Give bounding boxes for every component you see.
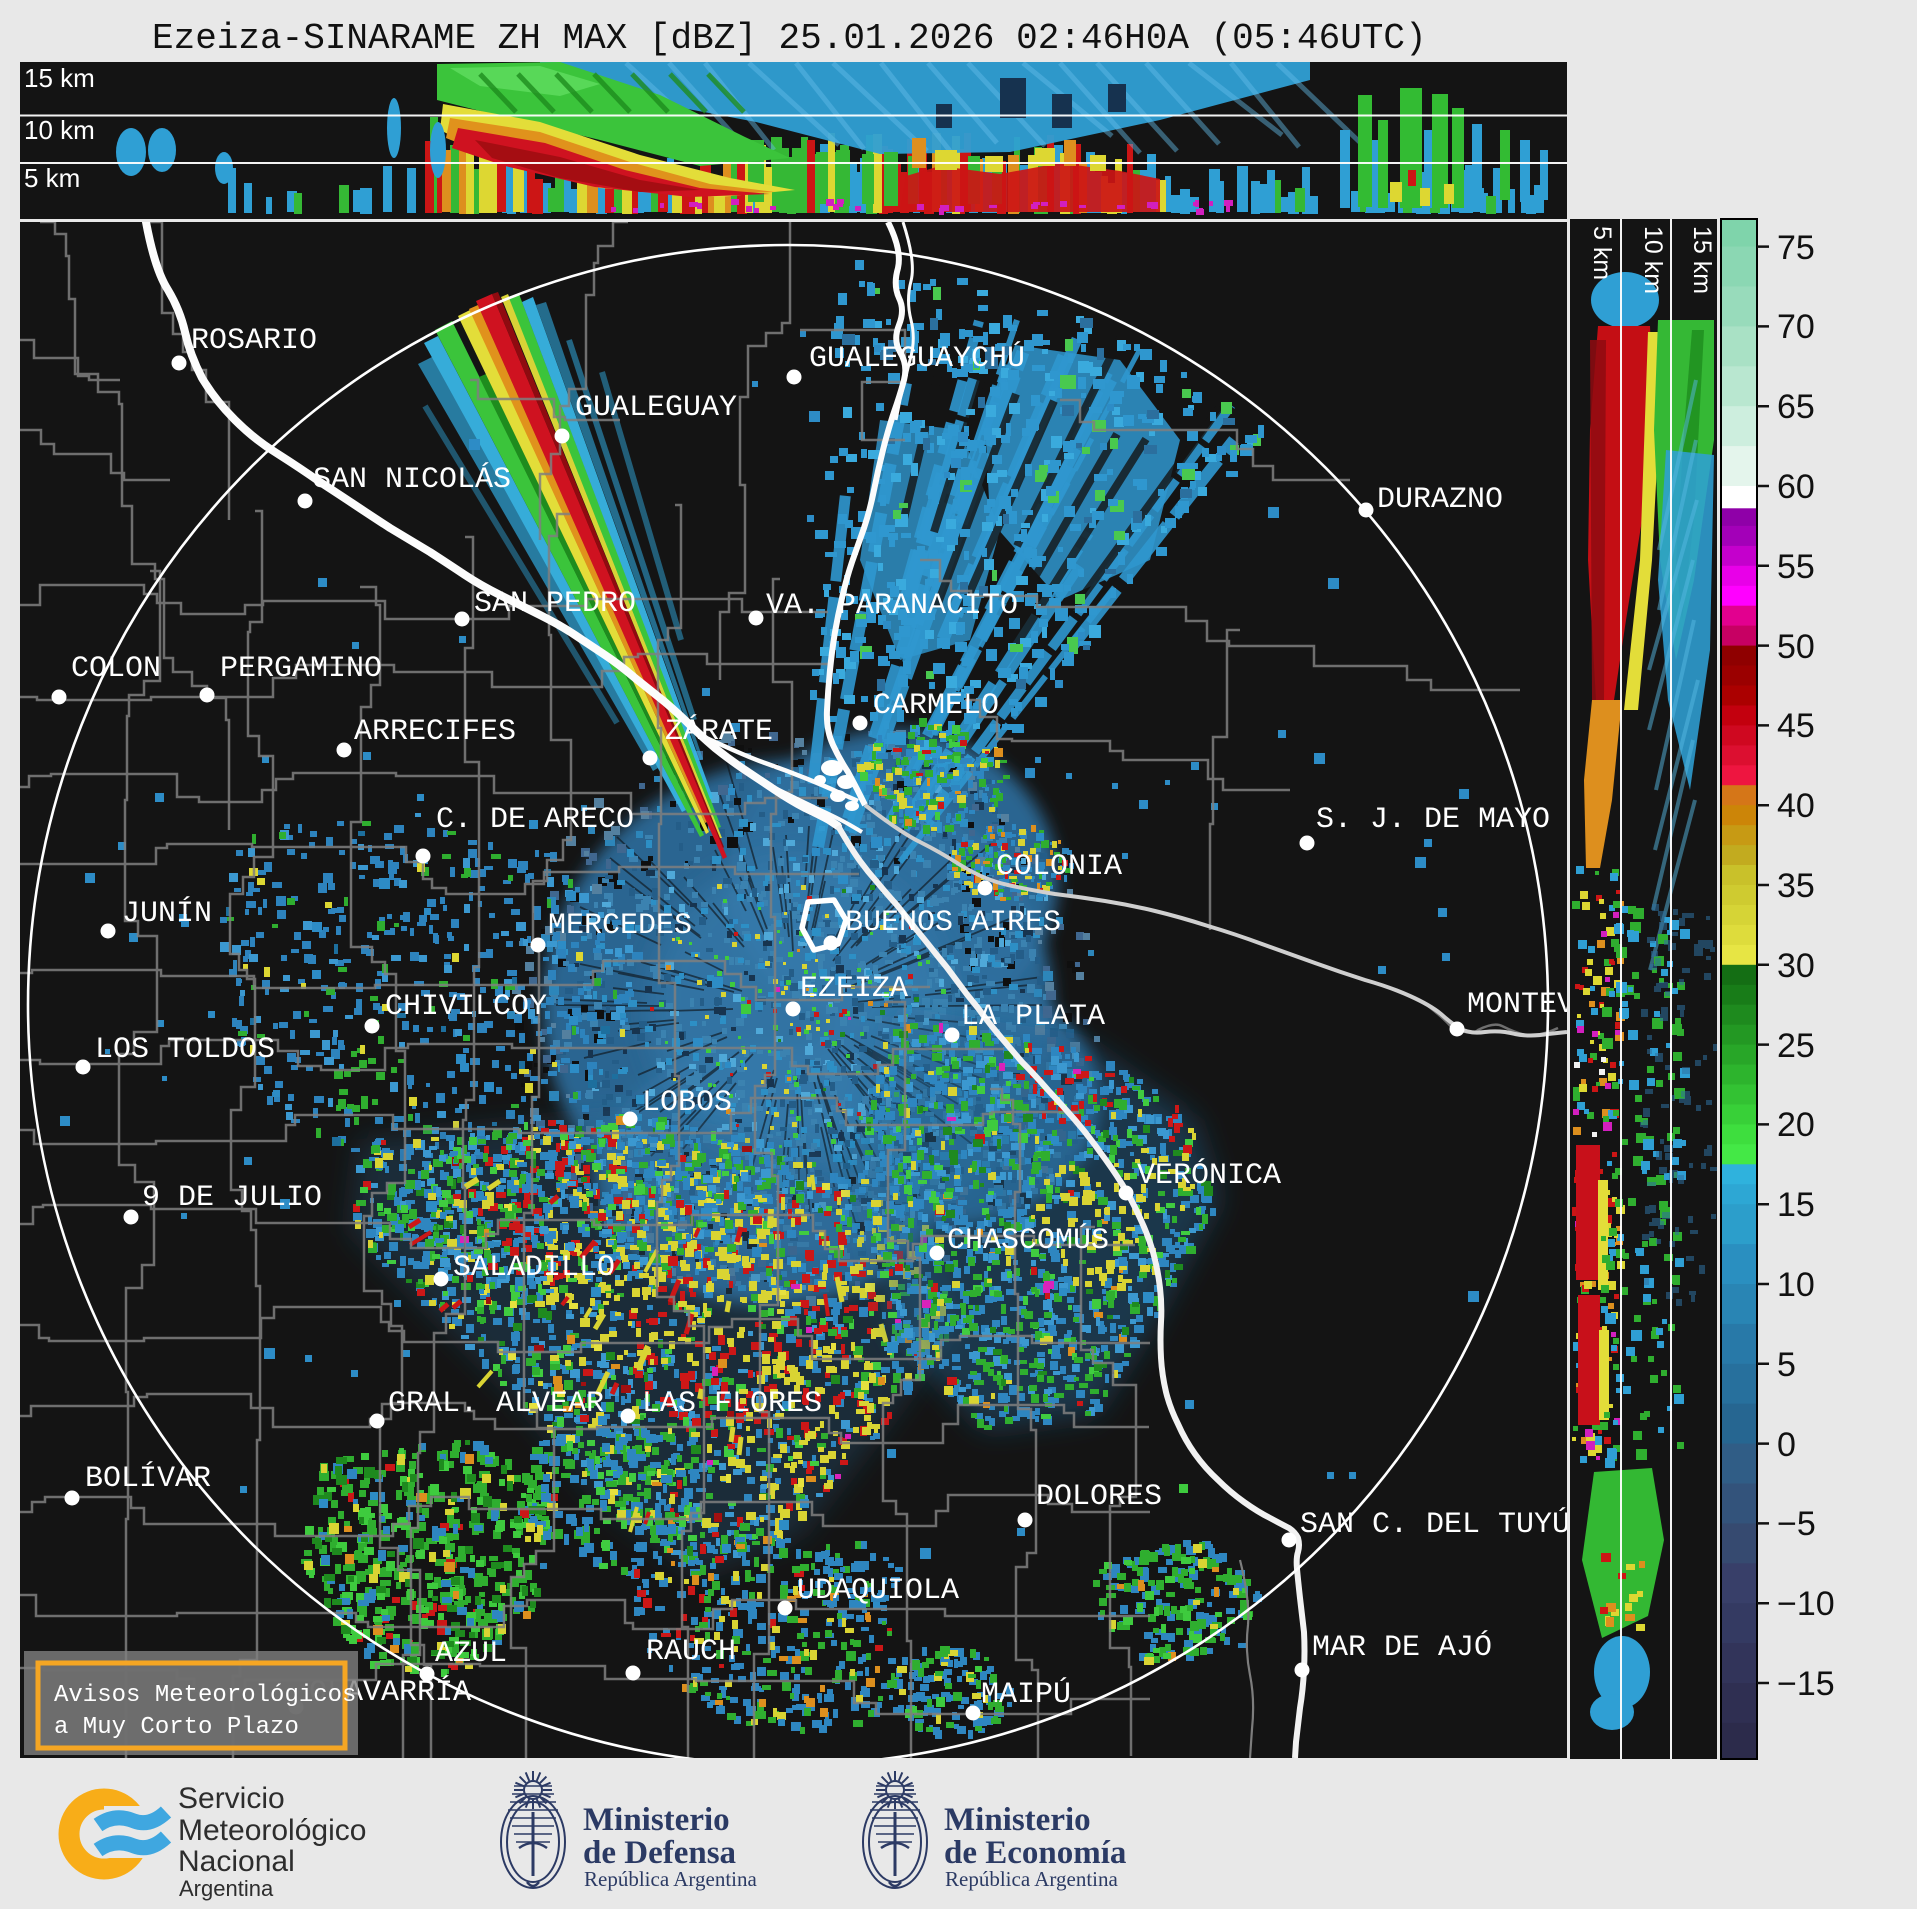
svg-text:JUNÍN: JUNÍN [122, 896, 212, 931]
svg-text:5: 5 [1777, 1346, 1796, 1384]
svg-text:55: 55 [1777, 548, 1815, 586]
svg-text:S. J. DE MAYO: S. J. DE MAYO [1316, 803, 1550, 837]
svg-text:SAN C. DEL TUYÚ: SAN C. DEL TUYÚ [1300, 1507, 1570, 1542]
svg-text:EZEIZA: EZEIZA [800, 972, 908, 1006]
svg-text:75: 75 [1777, 229, 1815, 267]
svg-text:5 km: 5 km [24, 163, 80, 193]
svg-text:5 km: 5 km [1588, 226, 1616, 280]
svg-text:ARRECIFES: ARRECIFES [354, 715, 516, 749]
svg-text:9 DE JULIO: 9 DE JULIO [142, 1181, 322, 1215]
svg-text:LOS TOLDOS: LOS TOLDOS [95, 1033, 275, 1067]
svg-text:BOLÍVAR: BOLÍVAR [85, 1461, 211, 1496]
svg-text:LOBOS: LOBOS [642, 1086, 732, 1120]
svg-text:LA PLATA: LA PLATA [961, 1000, 1105, 1034]
svg-text:a Muy Corto Plazo: a Muy Corto Plazo [54, 1714, 299, 1741]
svg-text:GUALEGUAY: GUALEGUAY [575, 391, 737, 425]
svg-text:SALADILLO: SALADILLO [453, 1251, 615, 1285]
svg-text:Ezeiza-SINARAME ZH MAX [dBZ] 2: Ezeiza-SINARAME ZH MAX [dBZ] 25.01.2026 … [152, 18, 1427, 59]
svg-text:Ministerio: Ministerio [944, 1802, 1091, 1838]
svg-text:50: 50 [1777, 628, 1815, 666]
svg-text:RAUCH: RAUCH [646, 1635, 736, 1669]
svg-text:C. DE ARECO: C. DE ARECO [436, 803, 634, 837]
svg-text:10: 10 [1777, 1266, 1815, 1304]
svg-text:DURAZNO: DURAZNO [1377, 483, 1503, 517]
svg-text:MAIPÚ: MAIPÚ [981, 1677, 1071, 1712]
svg-text:Meteorológico: Meteorológico [178, 1814, 366, 1847]
svg-text:15 km: 15 km [24, 63, 95, 93]
svg-text:Servicio: Servicio [178, 1782, 285, 1815]
svg-text:70: 70 [1777, 308, 1815, 346]
svg-text:DOLORES: DOLORES [1036, 1480, 1162, 1514]
svg-text:10 km: 10 km [1639, 226, 1667, 294]
svg-text:Nacional: Nacional [178, 1845, 295, 1878]
svg-text:CHASCOMÚS: CHASCOMÚS [947, 1223, 1109, 1258]
svg-text:GRAL. ALVEAR: GRAL. ALVEAR [388, 1387, 604, 1421]
svg-text:30: 30 [1777, 947, 1815, 985]
svg-text:65: 65 [1777, 388, 1815, 426]
svg-text:60: 60 [1777, 468, 1815, 506]
svg-text:República Argentina: República Argentina [584, 1867, 757, 1891]
svg-text:15: 15 [1777, 1186, 1815, 1224]
svg-text:−10: −10 [1777, 1585, 1835, 1623]
svg-text:de Economía: de Economía [944, 1835, 1126, 1871]
svg-text:−5: −5 [1777, 1505, 1816, 1543]
svg-text:LAS FLORES: LAS FLORES [642, 1387, 822, 1421]
svg-text:MONTEVIDEO: MONTEVIDEO [1467, 988, 1647, 1022]
svg-text:−15: −15 [1777, 1665, 1835, 1703]
svg-text:45: 45 [1777, 707, 1815, 745]
svg-text:MERCEDES: MERCEDES [548, 909, 692, 943]
svg-text:ZÁRATE: ZÁRATE [665, 714, 773, 749]
svg-text:35: 35 [1777, 867, 1815, 905]
svg-text:VERÓNICA: VERÓNICA [1137, 1158, 1281, 1193]
svg-text:GUALEGUAYCHÚ: GUALEGUAYCHÚ [809, 341, 1025, 376]
svg-text:SAN NICOLÁS: SAN NICOLÁS [313, 462, 511, 497]
svg-text:BUENOS AIRES: BUENOS AIRES [845, 906, 1061, 940]
svg-text:AZUL: AZUL [435, 1637, 507, 1671]
svg-text:CHIVILCOY: CHIVILCOY [385, 990, 547, 1024]
svg-text:MAR DE AJÓ: MAR DE AJÓ [1312, 1630, 1492, 1665]
svg-text:10 km: 10 km [24, 115, 95, 145]
svg-text:República Argentina: República Argentina [945, 1867, 1118, 1891]
svg-text:20: 20 [1777, 1106, 1815, 1144]
svg-text:VA. PARANACITO: VA. PARANACITO [766, 589, 1018, 623]
svg-text:Ministerio: Ministerio [583, 1802, 730, 1838]
svg-text:COLON: COLON [71, 652, 161, 686]
svg-text:15 km: 15 km [1688, 226, 1716, 294]
svg-text:PERGAMINO: PERGAMINO [220, 652, 382, 686]
svg-text:25: 25 [1777, 1027, 1815, 1065]
svg-text:COLONIA: COLONIA [996, 850, 1122, 884]
svg-text:UDAQUIOLA: UDAQUIOLA [797, 1574, 959, 1608]
svg-text:40: 40 [1777, 787, 1815, 825]
svg-text:CARMELO: CARMELO [873, 689, 999, 723]
svg-text:0: 0 [1777, 1426, 1796, 1464]
svg-text:Avisos Meteorológicos: Avisos Meteorológicos [54, 1682, 356, 1709]
svg-text:de Defensa: de Defensa [583, 1835, 736, 1871]
svg-text:SAN PEDRO: SAN PEDRO [474, 587, 636, 621]
svg-text:Argentina: Argentina [179, 1876, 274, 1901]
svg-text:ROSARIO: ROSARIO [191, 324, 317, 358]
